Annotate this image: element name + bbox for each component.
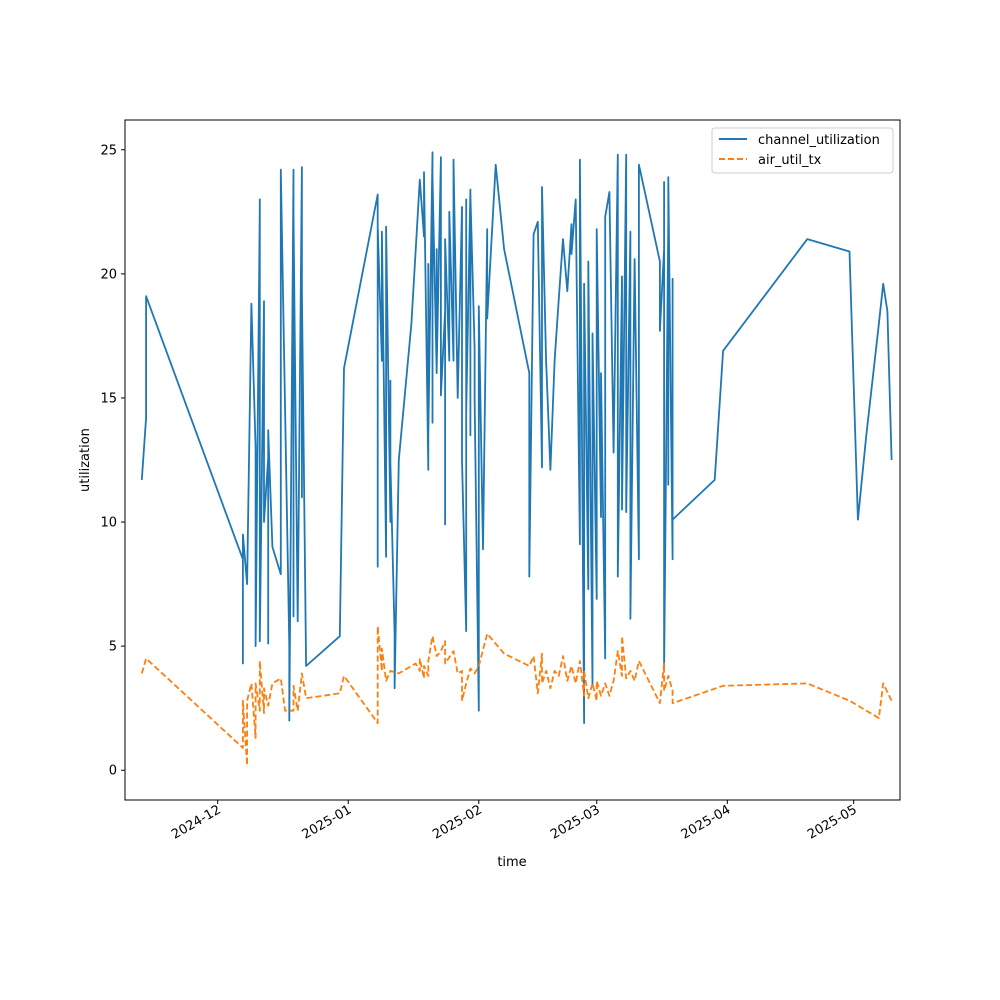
y-tick-label: 0 bbox=[109, 764, 117, 779]
legend-label-air-util-tx: air_util_tx bbox=[758, 153, 822, 168]
legend: channel_utilization air_util_tx bbox=[711, 127, 894, 174]
plot-frame bbox=[124, 119, 901, 801]
y-tick-label: 20 bbox=[100, 267, 117, 282]
y-axis-label: utilization bbox=[78, 428, 93, 492]
y-tick-label: 10 bbox=[100, 516, 117, 531]
y-tick-label: 15 bbox=[100, 391, 117, 406]
series-line-channel-utilization bbox=[140, 151, 893, 724]
series-layer bbox=[140, 151, 893, 767]
y-tick-label: 25 bbox=[100, 143, 117, 158]
x-axis-label: time bbox=[497, 855, 526, 870]
series-line-air-util-tx bbox=[140, 625, 893, 767]
y-axis: 0 5 10 15 20 25 bbox=[100, 143, 125, 779]
y-tick-label: 5 bbox=[109, 640, 117, 655]
legend-box bbox=[711, 127, 894, 174]
legend-label-channel-utilization: channel_utilization bbox=[758, 133, 880, 148]
